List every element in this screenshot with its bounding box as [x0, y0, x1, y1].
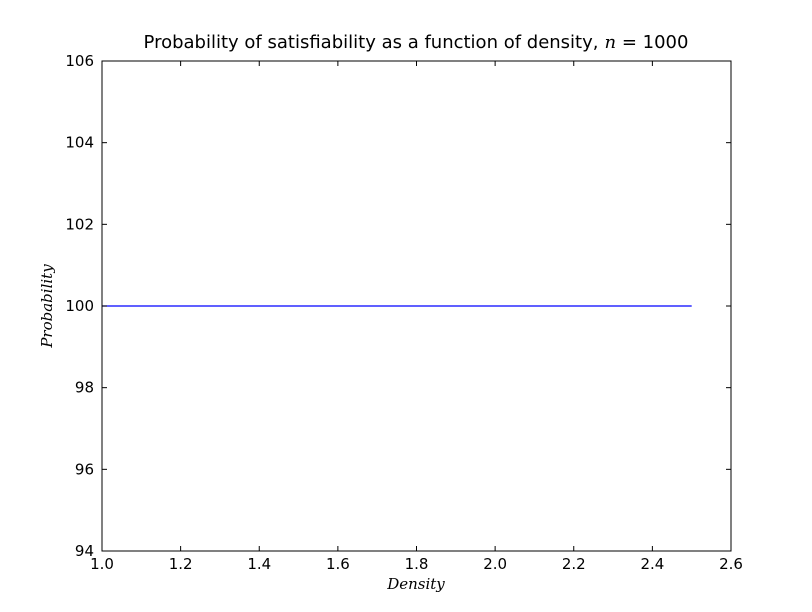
y-tick-label: 98	[75, 379, 94, 397]
x-tick-label: 2.4	[640, 555, 664, 573]
y-tick-label: 96	[75, 460, 94, 478]
x-tick-label: 2.0	[483, 555, 507, 573]
x-tick-label: 1.4	[247, 555, 271, 573]
y-tick-label: 94	[75, 542, 94, 560]
chart-title: Probability of satisfiability as a funct…	[144, 32, 689, 53]
x-tick-label: 1.8	[405, 555, 429, 573]
chart-title-variable: n	[605, 32, 617, 53]
chart-title-suffix: = 1000	[616, 32, 688, 53]
plot-area: 1.0 1.2 1.4 1.6 1.8 2.0 2.2 2.4 2.6 94 96 98 100 102 1…	[65, 52, 743, 573]
y-tick-label: 104	[65, 134, 94, 152]
x-tick-label: 2.6	[719, 555, 743, 573]
y-tick-label: 106	[65, 52, 94, 70]
y-tick-label: 100	[65, 297, 94, 315]
chart-title-main: Probability of satisfiability as a funct…	[144, 32, 599, 53]
x-tick-label: 2.2	[562, 555, 586, 573]
y-axis-label: Probability	[38, 264, 56, 349]
x-tick-label: 1.6	[326, 555, 350, 573]
x-axis-label: Density	[386, 575, 445, 593]
x-tick-label: 1.2	[169, 555, 193, 573]
x-tick-label: 1.0	[90, 555, 114, 573]
plot-frame	[101, 60, 732, 552]
y-tick-label: 102	[65, 215, 94, 233]
